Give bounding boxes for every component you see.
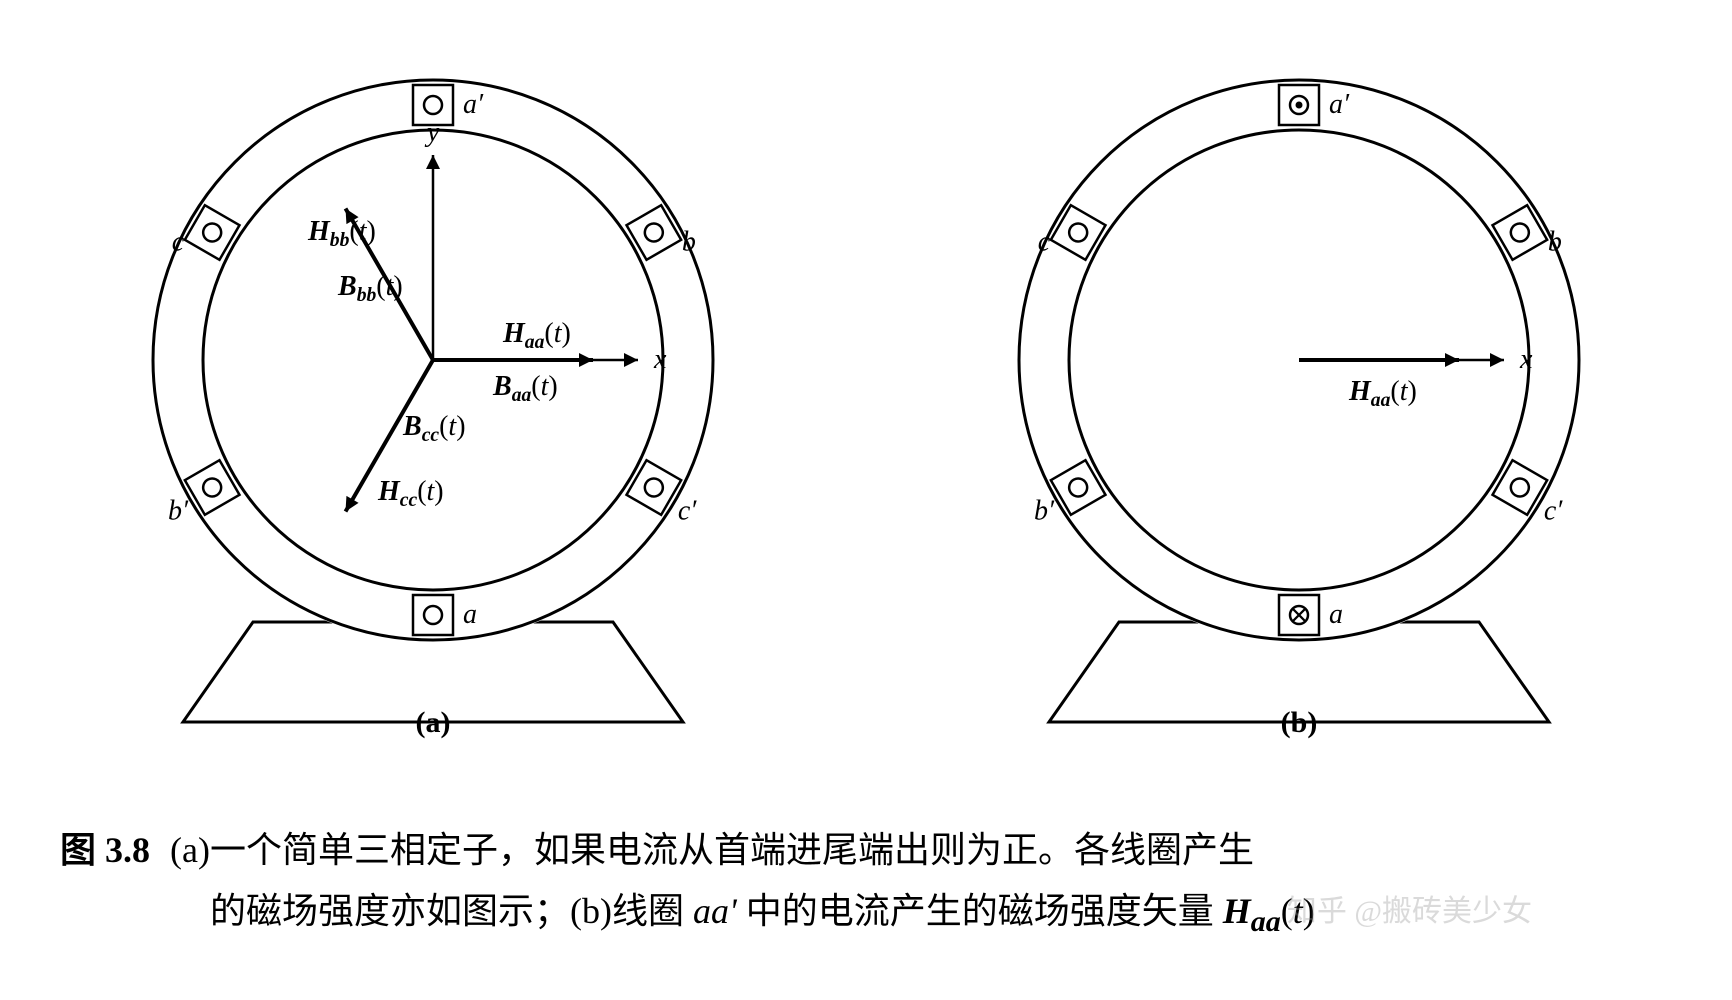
svg-text:y: y [424, 117, 440, 148]
panel-a-label: (a) [83, 706, 783, 740]
figure-row: a′bc′ab′cxyHaa(t)Baa(t)Hbb(t)Bbb(t)Hcc(t… [0, 20, 1732, 760]
svg-text:x: x [1519, 344, 1533, 375]
svg-text:b: b [1548, 227, 1562, 258]
panel-a: a′bc′ab′cxyHaa(t)Baa(t)Hbb(t)Bbb(t)Hcc(t… [83, 20, 783, 740]
svg-text:b′: b′ [168, 496, 189, 527]
caption-line1: (a)一个简单三相定子，如果电流从首端进尾端出则为正。各线圈产生 [170, 830, 1254, 870]
svg-text:a: a [1329, 599, 1343, 630]
svg-text:a′: a′ [1329, 89, 1350, 120]
svg-text:c: c [172, 227, 185, 258]
svg-text:b: b [682, 227, 696, 258]
svg-text:c: c [1038, 227, 1051, 258]
caption-line2-var: aa' [693, 891, 737, 931]
svg-text:a′: a′ [463, 89, 484, 120]
stator-diagram-b: a′bc′ab′cxHaa(t) [949, 20, 1649, 740]
svg-text:b′: b′ [1034, 496, 1055, 527]
stator-diagram-a: a′bc′ab′cxyHaa(t)Baa(t)Hbb(t)Bbb(t)Hcc(t… [83, 20, 783, 740]
panel-b-label: (b) [949, 706, 1649, 740]
caption-line2-suffix: 中的电流产生的磁场强度矢量 [737, 891, 1214, 931]
svg-text:x: x [653, 344, 667, 375]
svg-text:a: a [463, 599, 477, 630]
svg-text:c′: c′ [1544, 496, 1563, 527]
figure-caption: 图 3.8 (a)一个简单三相定子，如果电流从首端进尾端出则为正。各线圈产生 的磁… [60, 820, 1672, 947]
caption-line2-prefix: 的磁场强度亦如图示；(b)线圈 [210, 891, 693, 931]
caption-fignum: 图 3.8 [60, 830, 150, 870]
panel-b: a′bc′ab′cxHaa(t) (b) [949, 20, 1649, 740]
svg-text:c′: c′ [678, 496, 697, 527]
page: a′bc′ab′cxyHaa(t)Baa(t)Hbb(t)Bbb(t)Hcc(t… [0, 0, 1732, 1000]
